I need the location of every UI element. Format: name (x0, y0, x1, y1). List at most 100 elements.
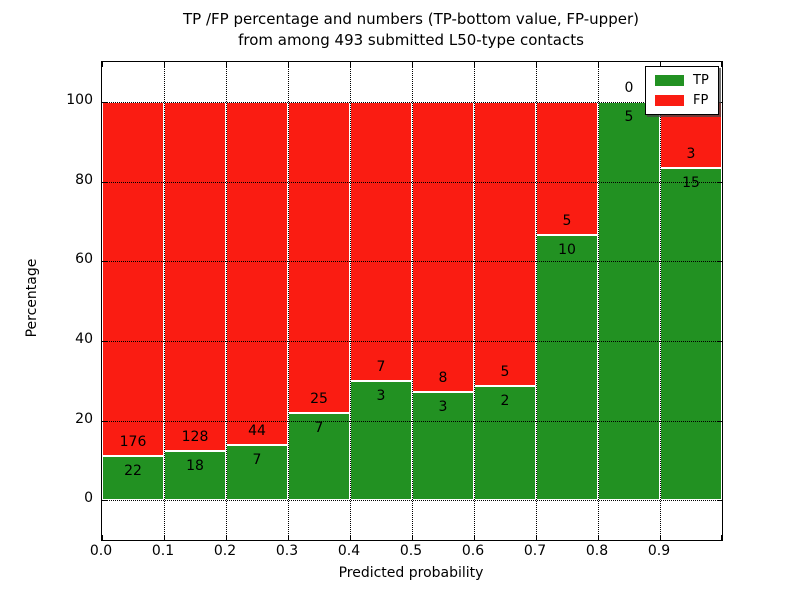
bar-segment-fp (350, 101, 412, 381)
chart-title-line1: TP /FP percentage and numbers (TP-bottom… (183, 10, 639, 28)
y-tick-mark (717, 261, 722, 263)
bar-segment-tp (102, 455, 164, 501)
x-tick-mark (350, 62, 351, 67)
x-axis-label: Predicted probability (338, 565, 484, 581)
y-tick-label: 100 (66, 91, 93, 108)
y-tick-mark (102, 500, 107, 502)
tp-count-label: 7 (314, 420, 324, 437)
bar-segment-fp (226, 101, 288, 446)
gridline-vertical (226, 62, 227, 540)
tp-count-label: 2 (500, 393, 510, 410)
x-tick-mark (598, 62, 599, 67)
x-tick-mark (288, 535, 289, 540)
tp-count-label: 10 (558, 241, 576, 258)
x-tick-label: 0.5 (399, 543, 423, 559)
x-tick-mark (164, 62, 165, 67)
y-tick-mark (717, 181, 722, 183)
gridline-vertical (412, 62, 413, 540)
y-axis-label: Percentage (24, 258, 40, 338)
bar-segment-fp (102, 101, 164, 456)
fp-count-label: 8 (438, 369, 448, 386)
tp-count-label: 7 (252, 452, 262, 469)
plot-area: 176 22 128 18 44 7 25 7 7 3 8 3 5 2 5 10 0 5 3 15 (101, 61, 723, 541)
fp-count-label: 44 (248, 423, 266, 440)
tp-count-label: 3 (376, 387, 386, 404)
x-tick-label: 0.4 (337, 543, 361, 559)
x-tick-label: 0.1 (151, 543, 175, 559)
y-tick-mark (102, 181, 107, 183)
y-tick-label: 60 (75, 251, 93, 268)
x-tick-mark (536, 535, 537, 540)
x-tick-mark (412, 62, 413, 67)
y-tick-label: 40 (75, 330, 93, 347)
fp-count-label: 5 (500, 364, 510, 381)
gridline-vertical (288, 62, 289, 540)
gridline-vertical (164, 62, 165, 540)
x-tick-mark (164, 535, 165, 540)
bar-segment-fp (164, 101, 226, 452)
x-tick-label: 0.6 (461, 543, 485, 559)
gridline-vertical (474, 62, 475, 540)
x-tick-mark (660, 62, 661, 67)
y-tick-mark (102, 340, 107, 342)
x-tick-mark (102, 62, 103, 67)
y-tick-mark (102, 101, 107, 103)
x-tick-mark (721, 62, 722, 67)
chart-title: TP /FP percentage and numbers (TP-bottom… (101, 9, 721, 52)
x-tick-mark (226, 535, 227, 540)
bar-segment-tp (598, 101, 660, 501)
x-tick-label: 0.3 (275, 543, 299, 559)
gridline-vertical (536, 62, 537, 540)
chart-title-line2: from among 493 submitted L50-type contac… (238, 31, 584, 50)
x-tick-label: 0.0 (89, 543, 113, 559)
tp-count-label: 3 (438, 398, 448, 415)
y-tick-mark (102, 420, 107, 422)
x-tick-mark (721, 535, 722, 540)
fp-count-label: 176 (119, 433, 147, 450)
x-tick-mark (474, 535, 475, 540)
y-tick-mark (717, 340, 722, 342)
tp-count-label: 18 (186, 458, 204, 475)
x-tick-mark (288, 62, 289, 67)
bar-segment-tp (412, 391, 474, 501)
x-tick-mark (102, 535, 103, 540)
legend-label: FP (693, 93, 709, 108)
legend-swatch-tp-icon (655, 75, 684, 86)
x-tick-mark (350, 535, 351, 540)
x-tick-mark (474, 62, 475, 67)
bar-segment-tp (288, 413, 350, 501)
y-tick-label: 0 (84, 490, 93, 507)
x-tick-label: 0.7 (523, 543, 547, 559)
tp-count-label: 15 (682, 175, 700, 192)
bar-segment-fp (288, 101, 350, 414)
bar-segment-fp (474, 101, 536, 387)
y-tick-mark (717, 101, 722, 103)
fp-count-label: 5 (562, 212, 572, 229)
y-tick-mark (717, 420, 722, 422)
x-tick-label: 0.2 (213, 543, 237, 559)
x-tick-mark (412, 535, 413, 540)
fp-count-label: 7 (376, 358, 386, 375)
bar-segment-tp (164, 451, 226, 501)
legend-entry: FP (655, 94, 709, 107)
x-tick-mark (598, 535, 599, 540)
y-tick-mark (717, 500, 722, 502)
x-tick-mark (536, 62, 537, 67)
bar-segment-tp (660, 168, 722, 501)
fp-count-label: 128 (181, 429, 209, 446)
legend-label: TP (693, 73, 709, 88)
bar-segment-tp (536, 234, 598, 501)
y-tick-label: 20 (75, 410, 93, 427)
legend-entry: TP (655, 74, 709, 87)
x-tick-label: 0.9 (647, 543, 671, 559)
tp-count-label: 5 (624, 108, 634, 125)
gridline-vertical (598, 62, 599, 540)
fp-count-label: 3 (686, 146, 696, 163)
fp-count-label: 25 (310, 391, 328, 408)
gridline-vertical (350, 62, 351, 540)
tp-count-label: 22 (124, 462, 142, 479)
y-tick-label: 80 (75, 171, 93, 188)
y-tick-mark (102, 261, 107, 263)
legend: TP FP (645, 66, 719, 115)
